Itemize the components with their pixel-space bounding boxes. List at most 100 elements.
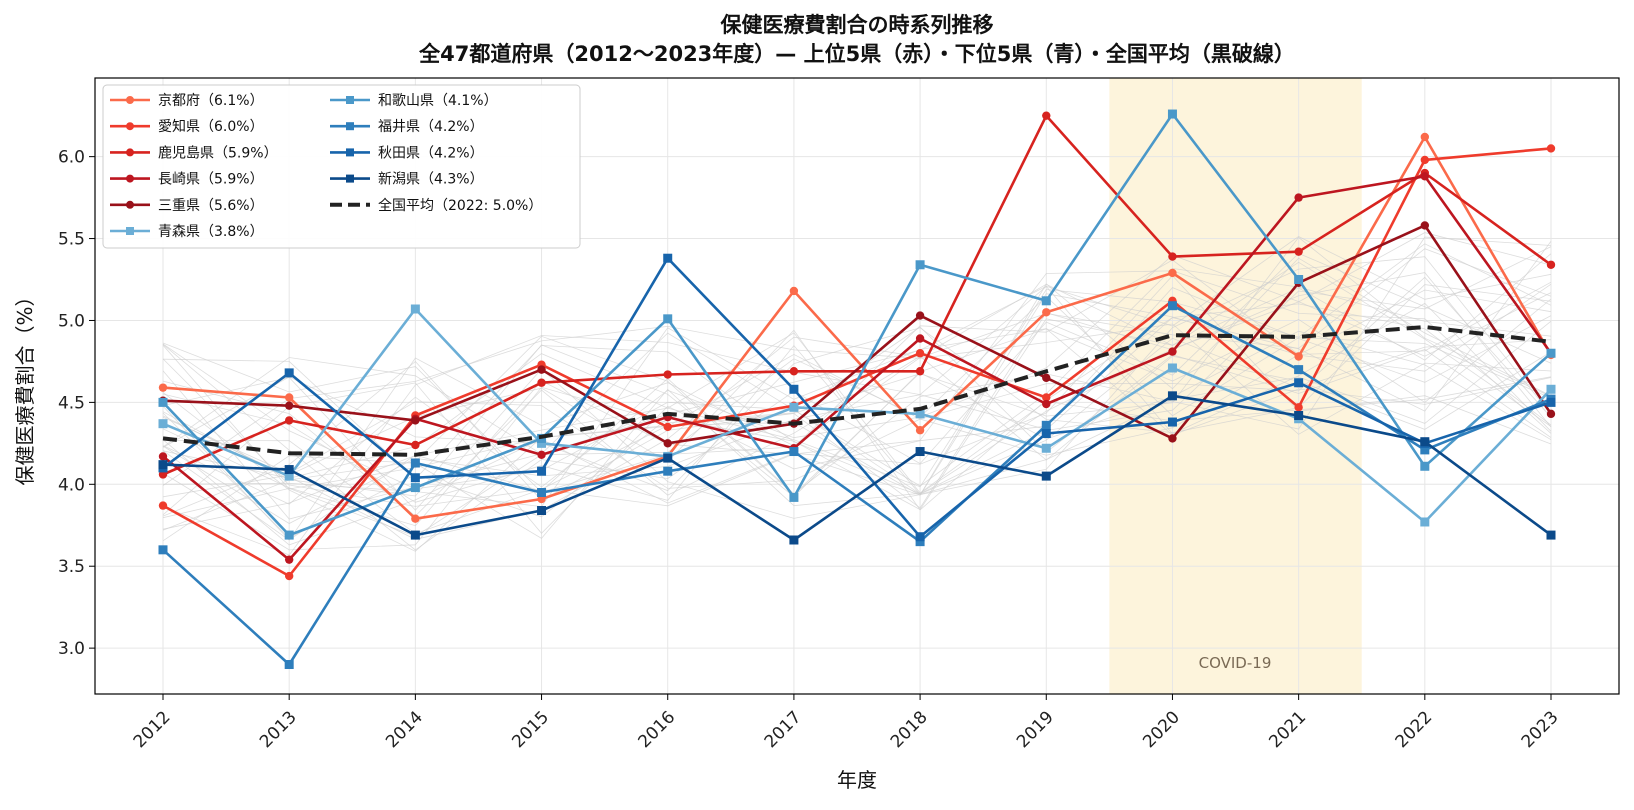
data-point xyxy=(663,370,672,379)
data-point xyxy=(410,473,420,483)
data-point xyxy=(1546,530,1556,540)
data-point xyxy=(915,311,925,320)
background-line xyxy=(162,232,1552,542)
data-point xyxy=(789,367,799,376)
background-line xyxy=(162,275,1552,546)
data-point xyxy=(410,530,420,540)
data-point xyxy=(663,466,673,476)
series-line xyxy=(162,256,1552,538)
legend-label: 秋田県（4.2%） xyxy=(378,145,484,161)
x-tick-label: 2019 xyxy=(1013,707,1058,752)
data-point xyxy=(915,447,925,457)
data-point xyxy=(410,304,420,314)
data-point xyxy=(1042,373,1051,383)
data-point xyxy=(284,416,294,425)
legend-marker xyxy=(346,174,354,183)
x-axis-ticks: 2012 2013 2014 2015 2016 2017 2018 2019 2020 2021… xyxy=(130,694,1563,752)
data-point xyxy=(1546,397,1556,407)
data-point xyxy=(1167,391,1177,401)
legend-label: 全国平均（2022: 5.0%） xyxy=(378,197,542,214)
x-tick-label: 2016 xyxy=(635,707,680,752)
background-line xyxy=(162,284,1552,492)
data-point xyxy=(411,416,420,425)
data-point xyxy=(284,471,294,481)
data-point xyxy=(915,409,925,419)
data-point xyxy=(1041,471,1051,481)
y-tick-label: 5.0 xyxy=(58,311,85,331)
data-point xyxy=(1294,378,1304,388)
data-point xyxy=(1420,437,1430,447)
background-line xyxy=(162,257,1552,527)
legend: 京都府（6.1%） 愛知県（6.0%） 鹿児島県（5.9%） 長崎県（5.9%） 三重県… xyxy=(102,84,581,249)
background-line xyxy=(162,332,1552,520)
background-line xyxy=(162,330,1552,531)
legend-item: 鹿児島県（5.9%） xyxy=(110,144,278,161)
data-point xyxy=(158,383,168,392)
data-point xyxy=(1546,348,1556,358)
data-point xyxy=(284,393,294,402)
legend-label: 新潟県（4.3%） xyxy=(378,172,484,188)
x-tick-label: 2021 xyxy=(1265,707,1310,752)
data-point xyxy=(1294,193,1303,202)
legend-label: 和歌山県（4.1%） xyxy=(378,93,498,109)
y-tick-label: 5.5 xyxy=(58,230,85,250)
data-point xyxy=(1546,384,1556,394)
data-point xyxy=(789,384,799,394)
legend-item: 秋田県（4.2%） xyxy=(330,145,484,161)
data-point xyxy=(663,253,673,263)
legend-marker xyxy=(346,96,354,104)
y-tick-label: 3.0 xyxy=(58,639,85,659)
legend-item: 全国平均（2022: 5.0%） xyxy=(330,197,542,214)
data-point xyxy=(1168,268,1177,278)
data-point xyxy=(284,660,294,670)
chart-title: 保健医療費割合の時系列推移 xyxy=(720,13,994,37)
legend-item: 新潟県（4.3%） xyxy=(330,172,484,188)
data-point xyxy=(284,571,294,581)
legend-marker xyxy=(126,227,134,235)
legend-marker xyxy=(126,96,134,104)
data-point xyxy=(1420,461,1430,471)
data-point xyxy=(1167,417,1177,427)
data-point xyxy=(284,368,294,378)
data-point xyxy=(1168,252,1177,261)
background-line xyxy=(162,323,1552,486)
data-point xyxy=(158,452,168,461)
data-point xyxy=(1294,275,1304,285)
legend-marker xyxy=(126,148,134,157)
data-point xyxy=(663,453,673,463)
data-point xyxy=(1546,144,1556,153)
series-layer xyxy=(158,109,1556,670)
data-point xyxy=(1420,172,1430,181)
data-point xyxy=(284,555,294,564)
data-point xyxy=(1042,111,1051,120)
y-tick-label: 3.5 xyxy=(58,557,85,577)
legend-box xyxy=(102,84,581,249)
background-line xyxy=(162,261,1552,540)
data-point xyxy=(1294,365,1304,375)
data-point xyxy=(537,450,546,460)
data-point xyxy=(1420,221,1430,230)
data-point xyxy=(537,365,546,374)
legend-marker xyxy=(346,122,354,131)
y-axis-label: 保健医療費割合（%） xyxy=(13,286,37,485)
legend-item: 愛知県（6.0%） xyxy=(110,118,264,135)
legend-item: 福井県（4.2%） xyxy=(330,119,484,135)
x-axis-label: 年度 xyxy=(837,768,877,792)
background-line xyxy=(162,248,1552,541)
legend-label: 愛知県（6.0%） xyxy=(158,118,264,135)
data-point xyxy=(1041,443,1051,453)
data-point xyxy=(915,537,925,547)
background-line xyxy=(162,267,1552,490)
background-line xyxy=(162,253,1552,539)
data-point xyxy=(158,501,168,510)
data-point xyxy=(410,458,420,468)
data-point xyxy=(915,334,925,343)
legend-item: 京都府（6.1%） xyxy=(110,93,264,109)
data-point xyxy=(1042,393,1051,402)
legend-item: 長崎県（5.9%） xyxy=(110,172,264,188)
background-line xyxy=(162,259,1552,493)
x-tick-label: 2023 xyxy=(1518,707,1563,752)
data-point xyxy=(1420,445,1430,455)
data-point xyxy=(1041,420,1051,430)
